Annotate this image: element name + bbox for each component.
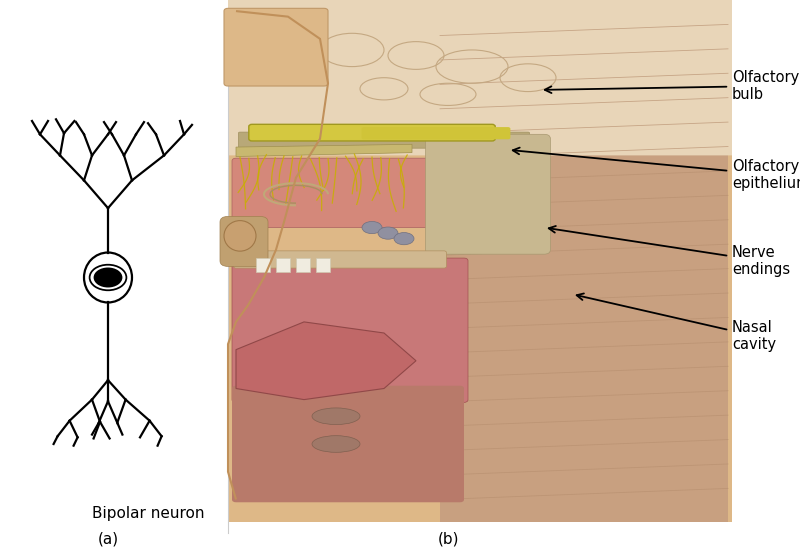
Text: Nasal
cavity: Nasal cavity [577,294,776,352]
Polygon shape [236,322,416,400]
Ellipse shape [362,221,382,234]
Ellipse shape [378,227,398,239]
FancyBboxPatch shape [362,127,510,139]
Text: Bipolar neuron: Bipolar neuron [92,506,205,521]
FancyBboxPatch shape [228,0,732,155]
FancyBboxPatch shape [249,124,495,141]
Polygon shape [228,222,248,261]
FancyBboxPatch shape [238,132,530,148]
Text: Olfactory
bulb: Olfactory bulb [545,70,799,102]
Bar [316,258,330,272]
Polygon shape [236,144,412,157]
Text: Nerve
endings: Nerve endings [549,226,790,277]
Text: (a): (a) [98,532,118,547]
FancyBboxPatch shape [224,8,328,86]
FancyBboxPatch shape [232,258,468,402]
FancyBboxPatch shape [232,158,436,228]
FancyBboxPatch shape [234,251,446,268]
Bar [256,258,270,272]
Ellipse shape [394,233,414,245]
FancyBboxPatch shape [426,134,550,254]
Ellipse shape [84,253,132,302]
Ellipse shape [224,220,256,251]
FancyBboxPatch shape [220,216,268,266]
Bar [276,258,290,272]
Ellipse shape [312,436,360,452]
Bar [440,11,728,522]
Ellipse shape [312,408,360,425]
Circle shape [90,265,126,290]
Text: (b): (b) [438,532,458,547]
FancyBboxPatch shape [232,386,464,502]
Circle shape [94,268,122,287]
Bar [228,11,732,522]
Text: Olfactory
epithelium: Olfactory epithelium [513,148,800,191]
Bar [296,258,310,272]
Ellipse shape [224,0,608,150]
